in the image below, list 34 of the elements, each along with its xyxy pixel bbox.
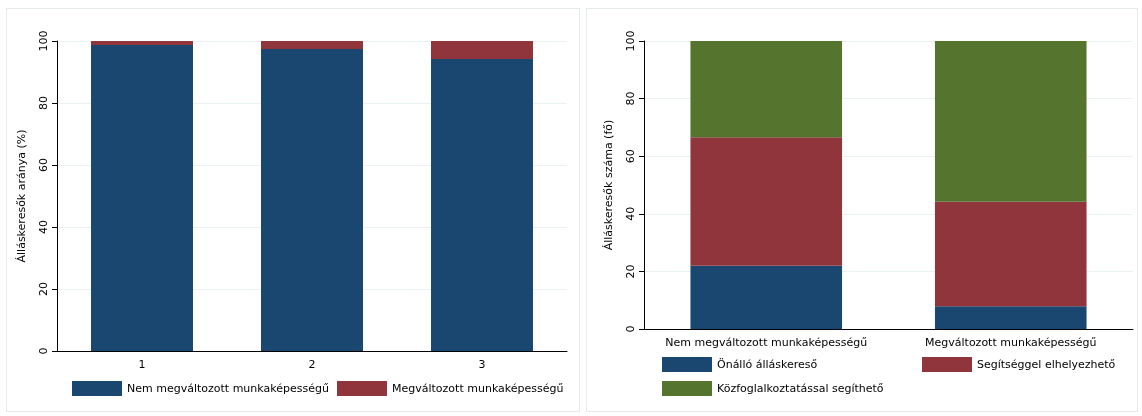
y-axis-title: Álláskeresők száma (fő) [602, 119, 615, 251]
x-tick-label: 2 [308, 358, 316, 371]
legend-label: Megváltozott munkaképességű [392, 382, 564, 395]
y-tick-label: 60 [37, 158, 50, 172]
bar [91, 45, 193, 351]
x-tick-label: 1 [138, 358, 146, 371]
legend-label: Közfoglalkoztatással segíthető [717, 382, 884, 395]
y-tick-label: 40 [624, 206, 637, 221]
y-tick-label: 80 [624, 91, 637, 106]
bar [261, 41, 363, 50]
y-tick-label: 0 [624, 325, 637, 333]
y-axis-title: Álláskeresők aránya (%) [15, 129, 28, 263]
bar [690, 265, 843, 329]
y-tick-label: 80 [37, 96, 50, 110]
x-tick-label: 3 [478, 358, 486, 371]
y-tick-label: 60 [624, 149, 637, 164]
y-tick-label: 20 [37, 282, 50, 296]
bar [934, 306, 1087, 329]
y-tick-label: 100 [37, 30, 50, 52]
bar [261, 49, 363, 351]
bar [690, 137, 843, 266]
bar [431, 41, 533, 59]
y-tick-label: 20 [624, 264, 637, 279]
legend-label: Önálló álláskereső [717, 358, 818, 371]
y-tick-label: 40 [37, 220, 50, 234]
legend-label: Segítséggel elhelyezhető [977, 358, 1116, 371]
bar [934, 41, 1087, 202]
y-tick-label: 100 [624, 30, 637, 52]
y-tick-label: 0 [37, 347, 50, 355]
bar [431, 58, 533, 351]
bar [91, 41, 193, 46]
legend-label: Nem megváltozott munkaképességű [127, 382, 329, 395]
bar [934, 201, 1087, 307]
bar [690, 41, 843, 138]
